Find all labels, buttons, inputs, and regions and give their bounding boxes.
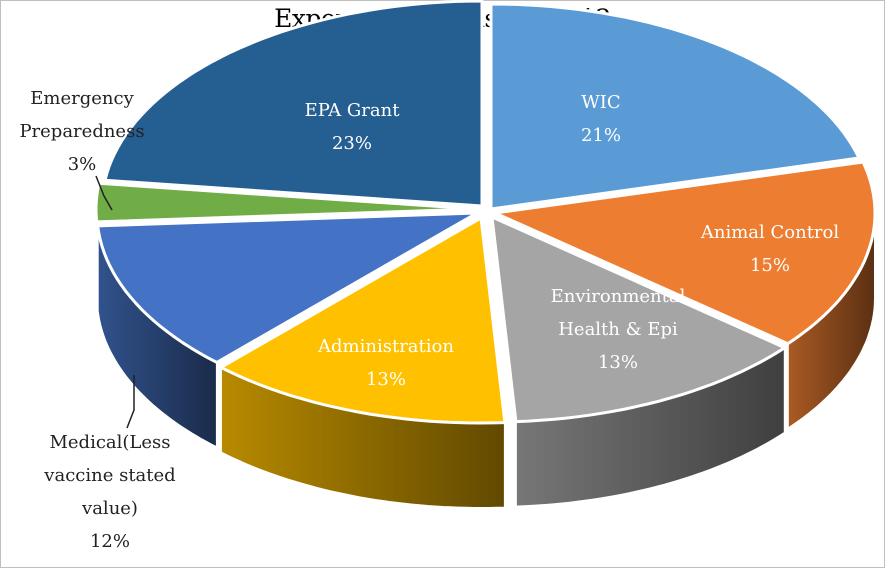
data-label-medical-less-vaccine-stated-value: Medical(Less vaccine stated value) 12% (43, 432, 175, 552)
slice-epa-grant (105, 1, 482, 206)
pie-tops (96, 1, 875, 423)
slice-side-emergency-preparedness (96, 209, 97, 307)
